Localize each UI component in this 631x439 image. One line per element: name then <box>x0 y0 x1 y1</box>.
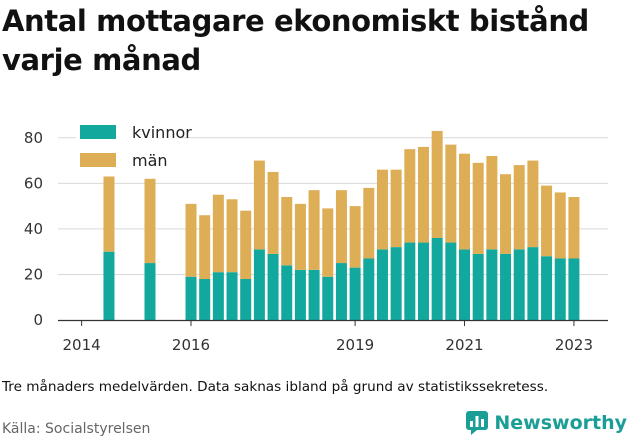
bar-kvinnor <box>486 249 498 320</box>
bar-man <box>500 174 512 254</box>
bar-man <box>568 197 580 259</box>
bar-kvinnor <box>472 253 484 320</box>
bar-man <box>144 178 156 264</box>
bar-man <box>486 156 498 250</box>
bar-kvinnor <box>459 249 471 320</box>
bar-kvinnor <box>212 272 224 320</box>
bar-kvinnor <box>568 258 580 320</box>
bar-man <box>404 149 416 243</box>
bar-kvinnor <box>103 251 115 320</box>
legend: kvinnor män <box>76 120 192 172</box>
y-tick-label: 80 <box>24 129 43 147</box>
brand-name: Newsworthy <box>494 412 627 434</box>
bar-man <box>541 185 553 257</box>
x-tick-label: 2019 <box>336 336 374 354</box>
bar-kvinnor <box>349 267 361 320</box>
bar-kvinnor <box>404 242 416 320</box>
bar-kvinnor <box>240 279 252 320</box>
bar-kvinnor <box>527 247 539 320</box>
bar-kvinnor <box>390 247 402 320</box>
bar-man <box>103 176 115 252</box>
bar-man <box>335 190 347 264</box>
bar-man <box>212 194 224 273</box>
bar-man <box>417 146 429 243</box>
chart: 0 20 40 60 80 2014 2016 2019 2021 2023 kvinnor mä… <box>24 120 608 354</box>
bar-kvinnor <box>185 276 197 320</box>
bar-kvinnor <box>253 249 265 320</box>
brand-logo[interactable]: Newsworthy <box>466 409 627 437</box>
y-tick-label: 0 <box>33 311 43 329</box>
bar-man <box>294 203 306 270</box>
bar-man <box>459 153 471 250</box>
newsworthy-logo-icon <box>466 411 489 435</box>
bar-kvinnor <box>376 249 388 320</box>
bar-kvinnor <box>308 269 320 320</box>
chart-title: Antal mottagare ekonomiskt bistånd varje… <box>2 4 589 77</box>
bar-kvinnor <box>144 263 156 320</box>
bar-man <box>390 169 402 248</box>
bar-kvinnor <box>417 242 429 320</box>
bar-man <box>376 169 388 250</box>
bar-kvinnor <box>445 242 457 320</box>
bar-kvinnor <box>267 253 279 320</box>
legend-label: män <box>132 151 168 170</box>
bar-man <box>199 215 211 279</box>
bar-man <box>267 171 279 254</box>
bar-kvinnor <box>281 265 293 320</box>
chart-note: Tre månaders medelvärden. Data saknas ib… <box>2 379 549 395</box>
bar-kvinnor <box>554 258 566 320</box>
bar-man <box>431 130 443 238</box>
bar-kvinnor <box>500 253 512 320</box>
bar-man <box>445 144 457 243</box>
legend-swatch <box>80 153 116 167</box>
bar-man <box>185 203 197 277</box>
bar-man <box>527 160 539 248</box>
bar-man <box>226 199 238 273</box>
y-tick-label: 20 <box>24 265 43 283</box>
y-tick-label: 40 <box>24 220 43 238</box>
legend-swatch <box>80 125 116 139</box>
bar-man <box>472 162 484 254</box>
bar-kvinnor <box>513 249 525 320</box>
source-text: Källa: Socialstyrelsen <box>2 421 151 437</box>
bar-kvinnor <box>541 256 553 320</box>
bar-man <box>281 197 293 266</box>
bar-man <box>308 190 320 270</box>
bar-man <box>253 160 265 250</box>
bar-man <box>349 206 361 268</box>
y-tick-label: 60 <box>24 174 43 192</box>
bar-man <box>363 187 375 259</box>
x-tick-label: 2021 <box>445 336 483 354</box>
bar-kvinnor <box>363 258 375 320</box>
bar-series <box>103 130 580 320</box>
legend-label: kvinnor <box>132 123 192 142</box>
x-tick-label: 2014 <box>63 336 101 354</box>
bar-kvinnor <box>322 276 334 320</box>
bar-kvinnor <box>431 238 443 320</box>
bar-man <box>554 192 566 259</box>
x-tick-label: 2023 <box>555 336 593 354</box>
bar-kvinnor <box>335 263 347 320</box>
bar-kvinnor <box>294 269 306 320</box>
bar-kvinnor <box>226 272 238 320</box>
x-axis: 2014 2016 2019 2021 2023 <box>63 320 593 354</box>
bar-man <box>322 208 334 277</box>
x-tick-label: 2016 <box>172 336 210 354</box>
bar-kvinnor <box>199 279 211 320</box>
bar-man <box>513 165 525 250</box>
bar-man <box>240 210 252 279</box>
y-axis: 0 20 40 60 80 <box>24 129 43 329</box>
